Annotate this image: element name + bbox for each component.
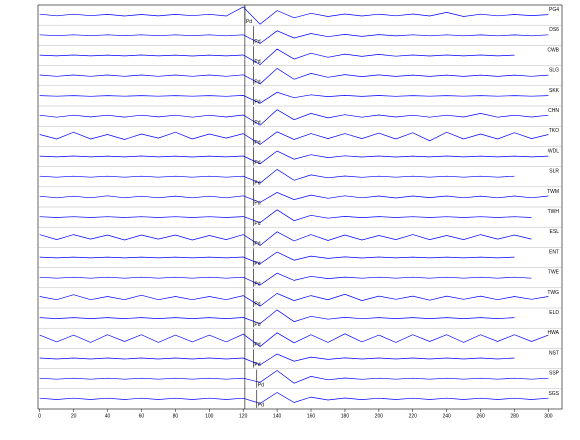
phase-label: Pd bbox=[258, 403, 264, 409]
x-tick-label: 200 bbox=[375, 413, 384, 419]
station-label: TWE bbox=[548, 270, 560, 276]
phase-label: Pd bbox=[254, 59, 260, 65]
x-tick-label: 220 bbox=[409, 413, 418, 419]
x-tick-label: 240 bbox=[443, 413, 452, 419]
phase-label: Pd bbox=[254, 302, 260, 308]
phase-label: Pd bbox=[254, 39, 260, 45]
x-tick-label: 180 bbox=[341, 413, 350, 419]
station-label: SKK bbox=[549, 88, 560, 94]
waveform bbox=[39, 168, 515, 184]
station-label: DS6 bbox=[549, 27, 559, 33]
x-tick-label: 80 bbox=[173, 413, 179, 419]
x-tick-label: 20 bbox=[71, 413, 77, 419]
waveform bbox=[39, 231, 532, 246]
x-tick-label: 0 bbox=[38, 413, 41, 419]
x-tick-label: 60 bbox=[139, 413, 145, 419]
waveform bbox=[39, 48, 515, 66]
station-label: CWB bbox=[547, 47, 559, 53]
waveform bbox=[39, 109, 549, 126]
waveform bbox=[39, 292, 549, 307]
phase-label: Pd bbox=[254, 281, 260, 287]
phase-label: Pd bbox=[254, 120, 260, 126]
station-label: TWG bbox=[547, 290, 559, 296]
x-tick-label: 160 bbox=[307, 413, 316, 419]
waveform bbox=[39, 192, 549, 203]
waveform bbox=[39, 67, 549, 85]
waveform bbox=[39, 309, 515, 324]
x-tick-label: 300 bbox=[544, 413, 553, 419]
waveform bbox=[39, 370, 549, 384]
phase-label: Pd bbox=[254, 221, 260, 227]
waveform bbox=[39, 353, 515, 366]
waveform bbox=[39, 150, 549, 165]
station-label: NST bbox=[549, 350, 559, 356]
phase-label: Pd bbox=[258, 382, 264, 388]
phase-label: Pd bbox=[254, 79, 260, 85]
station-label: SLR bbox=[549, 169, 559, 175]
waveform bbox=[39, 91, 549, 104]
phase-label: Pd bbox=[254, 160, 260, 166]
station-label: SLG bbox=[549, 68, 559, 74]
station-label: SGS bbox=[548, 391, 559, 397]
waveform bbox=[39, 251, 515, 265]
phase-label: Pd bbox=[254, 362, 260, 368]
waveform bbox=[39, 131, 549, 145]
waveform bbox=[39, 6, 549, 25]
x-tick-label: 40 bbox=[105, 413, 111, 419]
waveform bbox=[39, 392, 549, 404]
waveform bbox=[39, 209, 532, 223]
x-tick-label: 100 bbox=[205, 413, 214, 419]
phase-label: Pd bbox=[254, 100, 260, 106]
phase-label: Pd bbox=[254, 342, 260, 348]
x-tick-label: 120 bbox=[239, 413, 248, 419]
station-label: ENT bbox=[549, 249, 559, 255]
phase-label: Pd bbox=[254, 140, 260, 146]
phase-label: Pd bbox=[254, 241, 260, 247]
phase-label: Pd bbox=[254, 322, 260, 328]
station-label: SSP bbox=[549, 371, 560, 377]
x-tick-label: 260 bbox=[476, 413, 485, 419]
x-tick-label: 280 bbox=[510, 413, 519, 419]
station-label: ELD bbox=[549, 310, 559, 316]
station-label: HWA bbox=[548, 330, 560, 336]
station-label: PG4 bbox=[549, 7, 559, 13]
phase-label: Pd bbox=[254, 201, 260, 207]
phase-label: Pd bbox=[254, 180, 260, 186]
waveform bbox=[39, 30, 549, 44]
phase-label: Pd bbox=[246, 19, 252, 25]
x-tick-label: 140 bbox=[273, 413, 282, 419]
station-label: TWH bbox=[548, 209, 560, 215]
station-label: ESL bbox=[550, 229, 560, 235]
station-label: WDL bbox=[548, 148, 559, 154]
station-label: TKO bbox=[549, 128, 559, 134]
phase-label: Pd bbox=[254, 261, 260, 267]
waveform bbox=[39, 332, 549, 347]
station-label: TWM bbox=[547, 189, 559, 195]
station-label: CHN bbox=[548, 108, 559, 114]
waveform bbox=[39, 272, 532, 286]
